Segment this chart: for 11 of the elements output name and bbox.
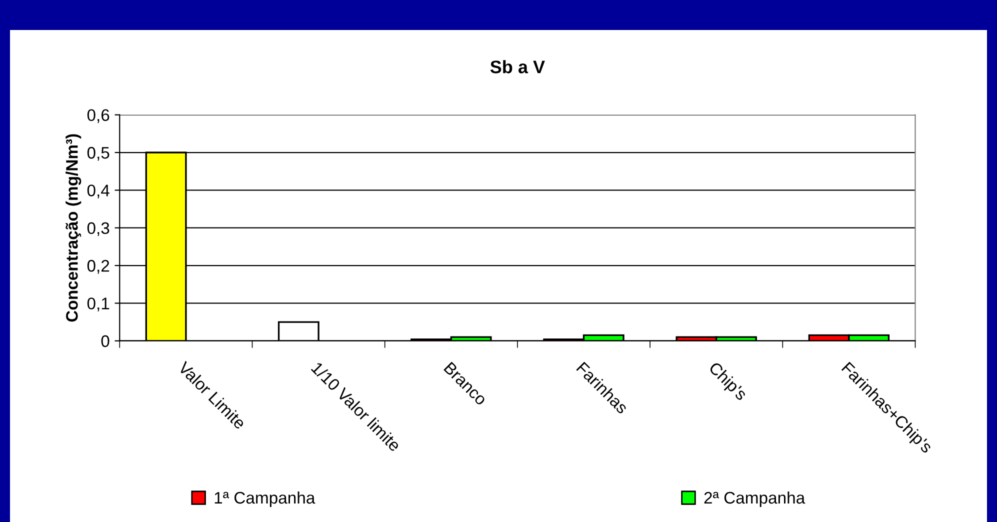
legend-label: 2ª Campanha [704,491,806,507]
y-tick-label: 0,1 [87,298,110,312]
y-tick-label: 0,5 [87,146,110,161]
y-tick-label: 0,2 [87,260,110,274]
legend-label: 1ª Campanha [214,491,316,507]
y-axis-title: Concentração (mg/Nm³) [66,134,82,322]
y-tick-label: 0,3 [87,222,110,236]
y-tick-label: 0,4 [87,184,110,198]
chart-title: Sb a V [490,60,545,74]
y-tick-label: 0 [101,335,110,348]
y-tick-label: 0,6 [87,109,110,124]
